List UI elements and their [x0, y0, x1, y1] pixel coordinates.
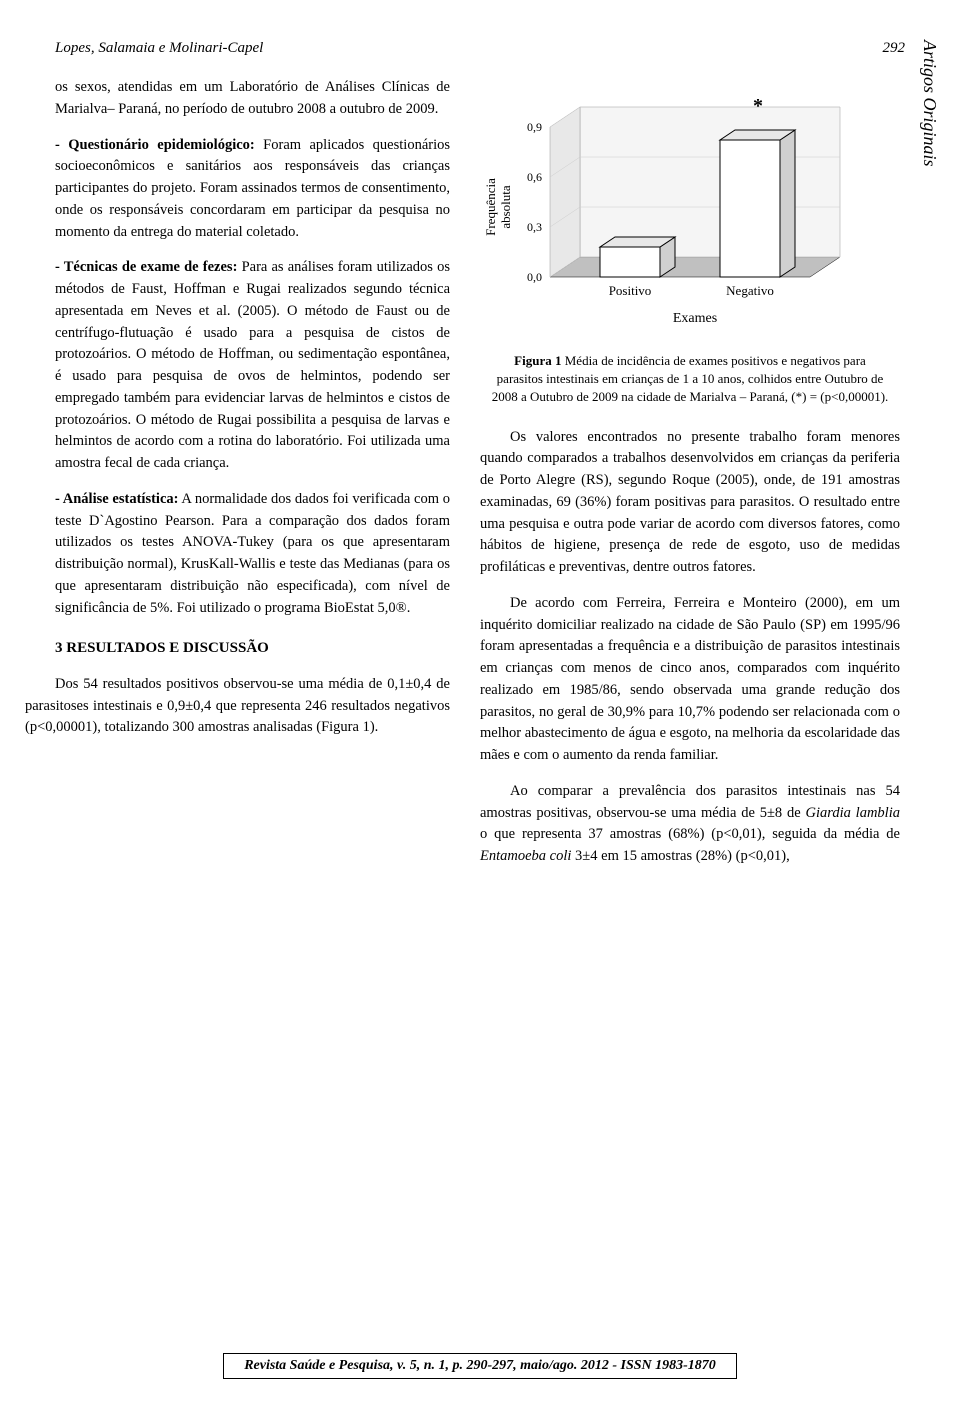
footer: Revista Saúde e Pesquisa, v. 5, n. 1, p.… — [0, 1353, 960, 1379]
label-questionario: - Questionário epidemiológico: — [55, 137, 255, 153]
svg-text:Negativo: Negativo — [726, 283, 774, 298]
text-tecnicas: Para as análises foram utilizados os mét… — [55, 259, 450, 471]
svg-text:0,9: 0,9 — [527, 120, 542, 134]
label-analise: - Análise estatística: — [55, 491, 178, 507]
species-giardia: Giardia lamblia — [805, 805, 900, 821]
page-number: 292 — [883, 40, 906, 57]
svg-text:Exames: Exames — [673, 311, 717, 326]
para-right-3: Ao comparar a prevalência dos parasitos … — [480, 781, 900, 868]
right-column: Frequência absoluta — [480, 77, 900, 882]
text-r3c: 3±4 em 15 amostras (28%) (p<0,01), — [571, 848, 789, 864]
para-analise: - Análise estatística: A normalidade dos… — [55, 489, 450, 620]
svg-text:Frequência: Frequência — [483, 178, 498, 236]
left-column: os sexos, atendidas em um Laboratório de… — [55, 77, 450, 882]
label-tecnicas: - Técnicas de exame de fezes: — [55, 259, 237, 275]
para-right-2: De acordo com Ferreira, Ferreira e Monte… — [480, 593, 900, 767]
species-entamoeba: Entamoeba coli — [480, 848, 571, 864]
svg-text:Positivo: Positivo — [609, 283, 652, 298]
text-r3b: o que representa 37 amostras (68%) (p<0,… — [480, 826, 900, 842]
para-right-1: Os valores encontrados no presente traba… — [480, 427, 900, 579]
header-authors: Lopes, Salamaia e Molinari-Capel — [55, 40, 263, 57]
svg-text:*: * — [753, 95, 763, 117]
footer-citation: Revista Saúde e Pesquisa, v. 5, n. 1, p.… — [223, 1353, 737, 1379]
para-tecnicas: - Técnicas de exame de fezes: Para as an… — [55, 257, 450, 475]
svg-text:0,0: 0,0 — [527, 270, 542, 284]
bar-chart: Frequência absoluta — [480, 77, 860, 337]
svg-text:0,3: 0,3 — [527, 220, 542, 234]
svg-text:0,6: 0,6 — [527, 170, 542, 184]
side-section-label: Artigos Originais — [919, 40, 940, 167]
svg-text:absoluta: absoluta — [498, 185, 513, 229]
para-resultados: Dos 54 resultados positivos observou-se … — [25, 674, 450, 739]
para-questionario: - Questionário epidemiológico: Foram apl… — [55, 135, 450, 244]
text-analise: A normalidade dos dados foi verificada c… — [55, 491, 450, 616]
section-resultados: 3 RESULTADOS E DISCUSSÃO — [55, 637, 450, 660]
para-intro: os sexos, atendidas em um Laboratório de… — [55, 77, 450, 121]
figure-label: Figura 1 — [514, 353, 561, 368]
figure-caption: Figura 1 Média de incidência de exames p… — [480, 352, 900, 407]
